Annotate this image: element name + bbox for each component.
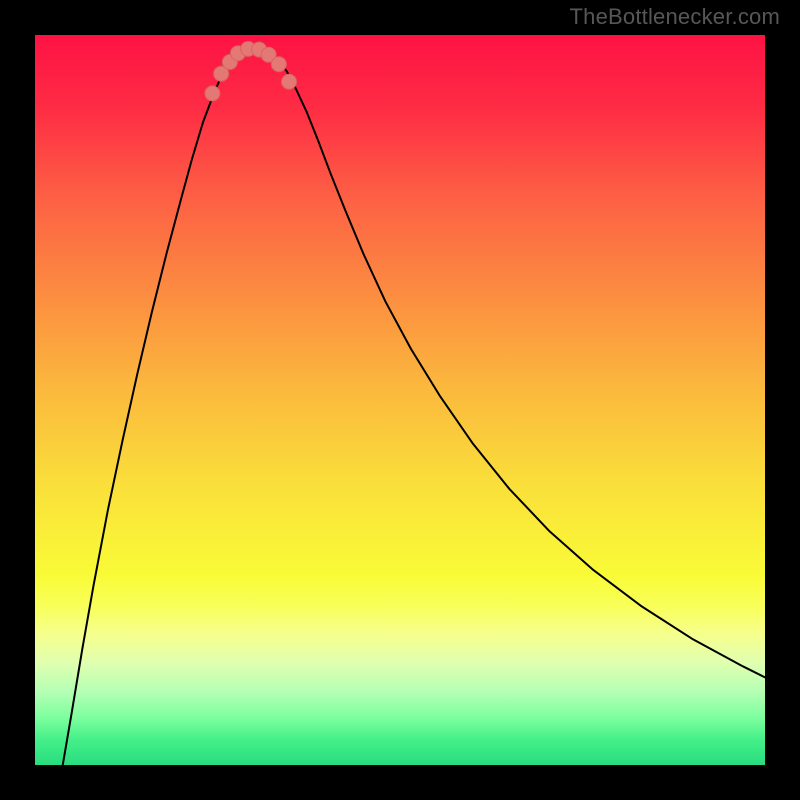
marker-point: [271, 57, 286, 72]
chart-overlay: [35, 35, 765, 765]
marker-point: [205, 86, 220, 101]
marker-point: [282, 74, 297, 89]
bottleneck-curve: [63, 47, 765, 765]
plot-area: [35, 35, 765, 765]
watermark-text: TheBottlenecker.com: [570, 4, 780, 30]
